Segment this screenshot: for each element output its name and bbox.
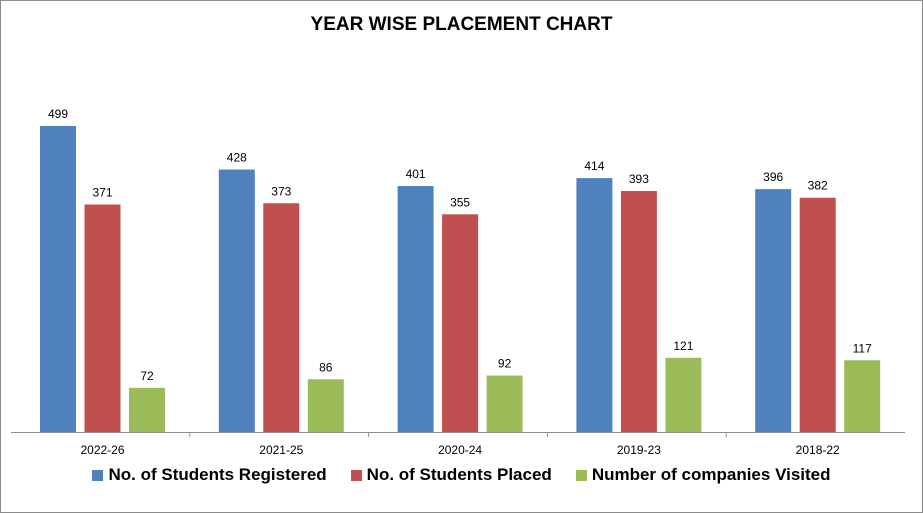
bar-2020-24-2 — [442, 214, 479, 432]
x-tick-label: 2019-23 — [617, 443, 661, 457]
legend-label: No. of Students Placed — [366, 465, 552, 484]
data-label: 121 — [673, 339, 693, 353]
bar-2018-22-2 — [799, 197, 836, 432]
bar-2022-26-3 — [129, 387, 165, 432]
legend: No. of Students Registered No. of Student… — [0, 463, 923, 487]
data-label: 393 — [629, 172, 649, 186]
bar-2019-23-1 — [576, 178, 613, 432]
bar-2019-23-2 — [620, 191, 657, 432]
bar-2020-24-3 — [486, 375, 523, 432]
x-tick-label: 2022-26 — [80, 443, 124, 457]
bar-2021-25-3 — [307, 379, 344, 432]
x-tick-label: 2020-24 — [438, 443, 482, 457]
data-label: 92 — [498, 357, 512, 371]
chart-title: YEAR WISE PLACEMENT CHART — [310, 14, 613, 35]
data-label: 373 — [271, 184, 291, 198]
legend-item: No. of Students Placed — [350, 465, 552, 485]
data-label: 355 — [450, 195, 470, 209]
data-label: 86 — [319, 360, 333, 374]
legend-item: Number of companies Visited — [575, 465, 831, 485]
legend-swatch — [575, 469, 587, 481]
x-tick-label: 2018-22 — [796, 443, 840, 457]
data-label: 72 — [140, 369, 154, 383]
bar-2020-24-1 — [397, 186, 434, 432]
bar-2021-25-2 — [263, 203, 300, 432]
data-label: 401 — [406, 167, 426, 181]
bar-2019-23-3 — [665, 357, 702, 432]
bar-2021-25-1 — [218, 169, 255, 433]
bar-2022-26-1 — [40, 126, 76, 432]
legend-label: No. of Students Registered — [108, 465, 327, 484]
bar-2018-22-1 — [755, 189, 792, 432]
data-label: 396 — [763, 170, 783, 184]
legend-item: No. of Students Registered — [92, 465, 327, 485]
data-label: 414 — [584, 159, 604, 173]
legend-swatch — [350, 469, 362, 481]
data-label: 428 — [227, 151, 247, 165]
data-label: 371 — [92, 185, 112, 199]
data-label: 499 — [48, 107, 68, 121]
legend-swatch — [92, 469, 104, 481]
legend-label: Number of companies Visited — [591, 465, 831, 484]
bar-2022-26-2 — [84, 204, 121, 432]
x-tick-label: 2021-25 — [259, 443, 303, 457]
bar-2018-22-3 — [844, 360, 881, 432]
data-label: 117 — [853, 341, 872, 355]
data-label: 382 — [808, 179, 828, 193]
